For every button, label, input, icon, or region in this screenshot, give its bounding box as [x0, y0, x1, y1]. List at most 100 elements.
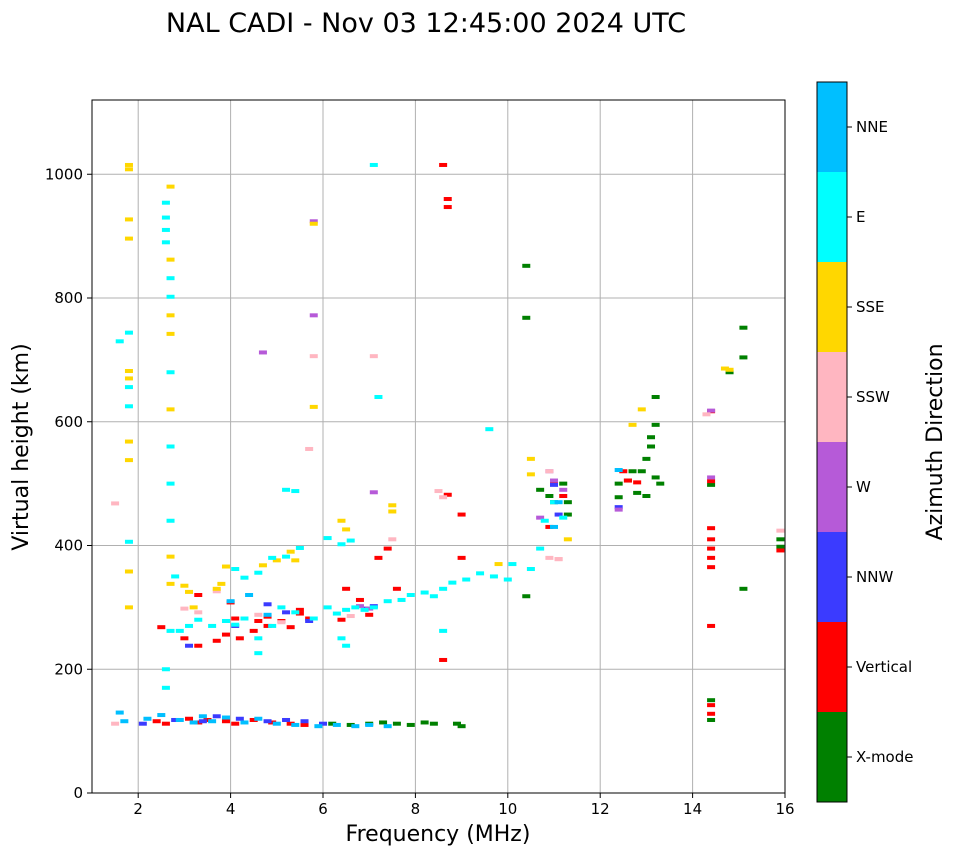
x-tick-label: 16 [775, 800, 794, 818]
data-point-nne [254, 716, 263, 721]
data-point-sse [124, 458, 133, 463]
data-point-sse [272, 558, 281, 563]
data-point-x-mode [647, 435, 656, 440]
x-tick-label: 6 [318, 800, 328, 818]
colorbar-segment [817, 442, 847, 532]
data-point-x-mode [642, 494, 651, 498]
data-point-sse [309, 221, 318, 226]
data-point-nnw [305, 618, 314, 623]
data-point-e [540, 518, 549, 523]
data-point-x-mode [707, 482, 716, 487]
data-point-sse [166, 313, 175, 318]
data-point-vertical [443, 197, 452, 201]
y-tick-label: 200 [54, 660, 83, 678]
data-point-sse [526, 456, 535, 461]
data-point-nne [314, 724, 323, 729]
data-point-nnw [235, 716, 244, 721]
data-point-w [707, 475, 716, 480]
data-point-e [240, 616, 249, 621]
data-point-sse [258, 563, 267, 568]
data-point-vertical [231, 616, 240, 621]
data-point-e [295, 545, 304, 550]
data-point-sse [180, 583, 189, 588]
data-point-x-mode [637, 469, 646, 474]
data-point-e [166, 370, 175, 375]
data-point-nnw [198, 719, 207, 724]
data-point-e [550, 500, 558, 505]
data-point-e [462, 577, 471, 582]
data-point-w [365, 606, 374, 611]
data-point-nnw [185, 643, 194, 648]
data-point-sse [388, 503, 397, 508]
data-point-vertical [457, 512, 466, 517]
data-point-e [291, 489, 300, 494]
data-point-e [309, 616, 318, 621]
chart-title: NAL CADI - Nov 03 12:45:00 2024 UTC [166, 8, 686, 39]
data-point-nne [245, 593, 254, 597]
data-point-e [161, 227, 170, 232]
y-axis-label: Virtual height (km) [9, 343, 34, 550]
data-point-x-mode [739, 586, 748, 591]
data-point-ssw [434, 489, 443, 494]
data-point-ssw [254, 612, 263, 617]
data-point-ssw [545, 469, 554, 474]
data-point-x-mode [522, 263, 531, 268]
data-point-x-mode [651, 475, 660, 480]
data-point-nnw [319, 721, 327, 726]
data-point-vertical [623, 478, 632, 483]
data-point-vertical [249, 628, 258, 633]
data-point-vertical [443, 205, 452, 210]
data-point-sse [309, 404, 318, 409]
colorbar-frame [816, 81, 848, 803]
colorbar-segment [817, 82, 847, 172]
data-point-nnw [171, 717, 180, 722]
data-point-sse [124, 376, 133, 381]
data-point-sse [124, 605, 133, 610]
data-point-sse [637, 407, 646, 412]
data-point-e [277, 605, 286, 610]
x-tick-label: 10 [498, 800, 517, 818]
data-point-vertical [203, 717, 212, 722]
data-point-vertical [342, 586, 351, 591]
data-point-vertical [707, 623, 716, 628]
data-point-nne [115, 710, 124, 715]
data-point-e [323, 605, 332, 610]
data-point-sse [166, 554, 175, 559]
y-tick-label: 600 [54, 413, 83, 431]
colorbar-tick-label: SSW [856, 388, 890, 406]
data-point-nne [383, 724, 392, 729]
data-point-ssw [180, 606, 189, 611]
data-point-x-mode [739, 355, 748, 360]
data-point-x-mode [656, 481, 665, 486]
data-point-x-mode [559, 481, 568, 486]
data-point-vertical [263, 623, 272, 628]
data-point-vertical [249, 717, 258, 722]
data-point-vertical [286, 625, 295, 630]
data-point-sse [286, 549, 295, 554]
data-point-vertical [286, 721, 295, 726]
data-point-x-mode [406, 722, 415, 727]
data-point-x-mode [651, 422, 660, 427]
data-point-e [115, 339, 124, 344]
data-point-vertical [254, 618, 263, 623]
data-point-sse [124, 236, 133, 241]
data-point-vertical [707, 565, 716, 570]
data-point-e [282, 554, 291, 559]
data-point-vertical [355, 597, 364, 602]
data-point-sse [124, 217, 133, 222]
data-point-e [397, 597, 406, 602]
data-point-x-mode [739, 325, 748, 330]
x-tick-label: 12 [591, 800, 610, 818]
data-point-sse [212, 586, 221, 591]
y-tick-label: 400 [54, 537, 83, 555]
data-point-e [231, 622, 240, 627]
data-point-nne [198, 714, 207, 719]
x-tick-label: 8 [411, 800, 421, 818]
data-point-vertical [180, 636, 189, 641]
data-point-ssw [194, 610, 203, 615]
data-point-e [166, 294, 175, 299]
data-point-e [439, 628, 448, 633]
colorbar-segment [817, 622, 847, 712]
data-point-x-mode [628, 469, 637, 474]
data-point-vertical [157, 625, 166, 630]
